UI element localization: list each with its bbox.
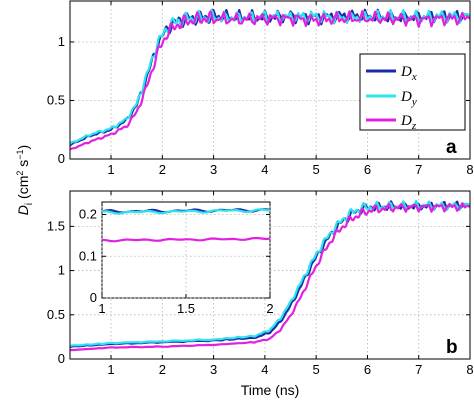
panel-a-label: a — [446, 137, 457, 158]
inset-ytick-label: 0.2 — [79, 207, 97, 222]
legend: Dx Dy Dz — [359, 53, 466, 132]
panel-a: 1 2 3 4 5 6 7 8 0 0.5 1 Dx Dy Dz a — [47, 0, 474, 177]
panel-a-series-z — [69, 10, 471, 151]
panel-b-series-z — [70, 202, 471, 352]
inset-xtick-label: 1 — [98, 301, 105, 316]
x-axis-label: Time (ns) — [241, 382, 300, 398]
panel-b-ytick-label: 1 — [58, 263, 65, 278]
panel-b-label: b — [446, 337, 458, 358]
legend-entry-dy: Dy — [400, 89, 417, 108]
inset-ytick-label: 0.1 — [79, 248, 97, 263]
panel-b-xtick-label: 2 — [159, 362, 166, 377]
panel-a-ytick-label: 0.5 — [47, 92, 65, 107]
panel-b-xtick-label: 8 — [466, 362, 473, 377]
inset-series-z — [101, 236, 271, 243]
panel-b-xtick-label: 1 — [107, 362, 114, 377]
legend-box — [359, 53, 466, 131]
y-axis-label: Di (cm2 s−1) — [15, 145, 35, 215]
panel-b-xtick-label: 6 — [364, 362, 371, 377]
panel-b-xtick-label: 4 — [261, 362, 268, 377]
inset-xtick-label: 1.5 — [177, 301, 195, 316]
panel-a-xtick-label: 8 — [466, 162, 473, 177]
inset-series-y — [101, 208, 271, 215]
panel-a-xtick-label: 7 — [415, 162, 422, 177]
inset-ytick-label: 0 — [90, 290, 97, 305]
legend-entry-dx: Dx — [400, 64, 417, 83]
panel-a-xtick-label: 3 — [210, 162, 217, 177]
panel-a-ytick-label: 0 — [58, 151, 65, 166]
inset: 1 1.5 2 0 0.1 0.2 — [79, 201, 274, 316]
panel-a-frame — [69, 0, 471, 160]
panel-b-ytick-label: 1.5 — [47, 218, 65, 233]
panel-a-xtick-label: 1 — [107, 162, 114, 177]
panel-b-xtick-label: 5 — [313, 362, 320, 377]
panel-a-ytick-label: 1 — [58, 34, 65, 49]
panel-a-xtick-label: 6 — [364, 162, 371, 177]
panel-a-xtick-label: 5 — [313, 162, 320, 177]
panel-b-xtick-label: 3 — [210, 362, 217, 377]
panel-a-xtick-label: 2 — [159, 162, 166, 177]
panel-b-ytick-label: 0.5 — [47, 307, 65, 322]
panel-b-series-y — [69, 199, 471, 347]
panel-b-xtick-label: 7 — [415, 362, 422, 377]
panel-a-xtick-label: 4 — [261, 162, 268, 177]
panel-a-series-y — [69, 8, 471, 145]
inset-xtick-label: 2 — [266, 301, 273, 316]
panel-b-ytick-label: 0 — [58, 351, 65, 366]
panel-b: 1 2 3 4 5 6 7 8 0 0.5 1 1.5 1 1.5 2 0 0.1 0.2 b — [47, 190, 474, 377]
panel-b-frame — [69, 190, 471, 360]
legend-entry-dz: Dz — [400, 113, 417, 132]
